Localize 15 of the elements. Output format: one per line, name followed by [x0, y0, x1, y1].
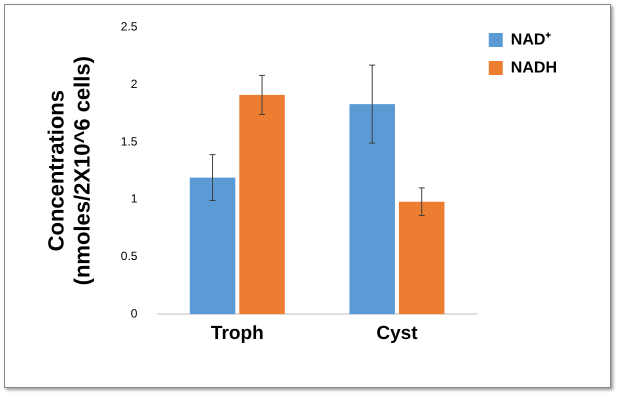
bar [349, 104, 395, 314]
bar [398, 202, 444, 314]
y-axis-title: Concentrations (nmoles/2X10^6 cells) [43, 56, 95, 286]
y-tick-label: 2 [130, 76, 138, 91]
legend-label: NADH [510, 59, 557, 76]
legend-label: NAD⁺ [510, 31, 552, 48]
x-tick-label: Troph [210, 322, 264, 344]
y-tick-label: 0.5 [120, 249, 138, 264]
x-tick-label: Cyst [376, 322, 418, 344]
bar [239, 94, 285, 314]
bar [190, 178, 236, 314]
y-tick-label: 2.5 [120, 20, 138, 34]
y-tick-label: 0 [130, 306, 138, 321]
y-tick-label: 1.5 [120, 134, 138, 148]
y-tick-label: 1 [130, 192, 138, 206]
